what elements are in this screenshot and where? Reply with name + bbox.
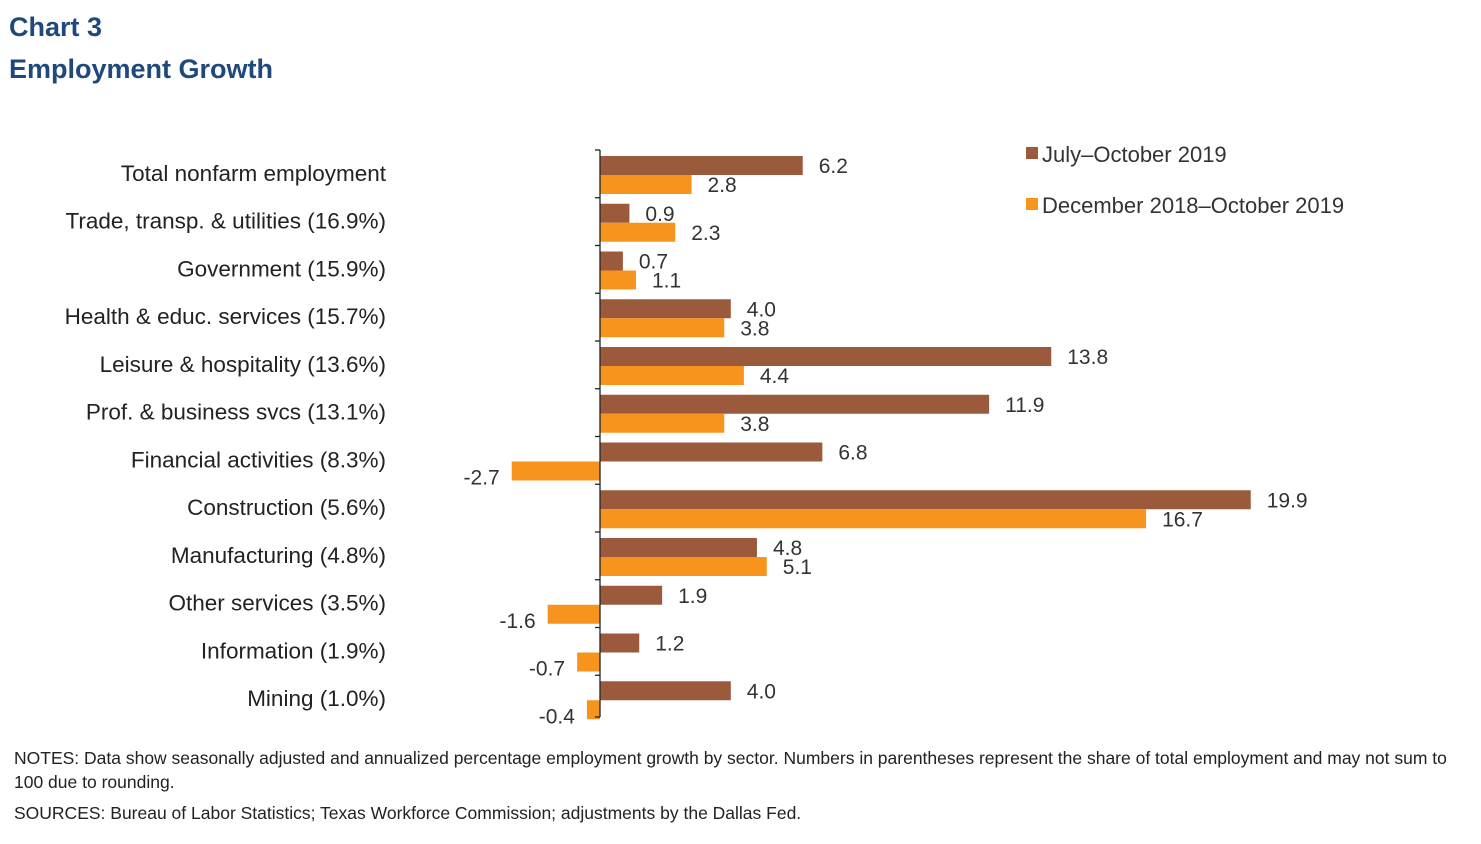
bar-series2-information-1-9 <box>577 652 600 672</box>
notes-text: NOTES: Data show seasonally adjusted and… <box>14 748 1447 792</box>
bar-series2-government-15-9 <box>600 270 636 290</box>
data-label-series2-leisure-hospitality-13-6: 4.4 <box>760 365 790 388</box>
category-label-mining-1-0: Mining (1.0%) <box>247 686 386 711</box>
bar-series1-leisure-hospitality-13-6 <box>600 347 1052 366</box>
data-label-series1-information-1-9: 1.2 <box>655 633 684 656</box>
data-label-series2-other-services-3-5: -1.6 <box>499 610 535 633</box>
chart-number: Chart 3 <box>9 12 103 42</box>
bar-series1-prof-business-svcs-13-1 <box>600 394 990 414</box>
category-label-construction-5-6: Construction (5.6%) <box>187 495 386 520</box>
bar-series1-total-nonfarm-employment <box>600 156 803 175</box>
data-label-series1-other-services-3-5: 1.9 <box>678 585 707 608</box>
bar-series1-financial-activities-8-3 <box>600 442 823 462</box>
bar-series1-information-1-9 <box>600 633 640 653</box>
bar-series2-other-services-3-5 <box>547 604 600 624</box>
data-label-series1-government-15-9: 0.7 <box>639 251 668 274</box>
legend-label-series1: July–October 2019 <box>1042 142 1227 167</box>
legend-label-series2: December 2018–October 2019 <box>1042 193 1344 218</box>
bar-series2-health-educ-services-15-7 <box>600 318 725 338</box>
bar-series1-manufacturing-4-8 <box>600 538 757 557</box>
bar-chart: Total nonfarm employment 6.2 2.8 Trade, tra… <box>65 142 1345 728</box>
data-label-series1-health-educ-services-15-7: 4.0 <box>747 298 776 321</box>
category-label-manufacturing-4-8: Manufacturing (4.8%) <box>171 543 386 568</box>
data-label-series1-financial-activities-8-3: 6.8 <box>838 442 867 465</box>
bar-series2-manufacturing-4-8 <box>600 557 767 576</box>
sources-text: SOURCES: Bureau of Labor Statistics; Tex… <box>14 803 802 823</box>
bar-series1-trade-transp-utilities-16-9 <box>600 203 630 223</box>
title-block: Chart 3 Employment Growth <box>9 6 273 90</box>
data-label-series1-prof-business-svcs-13-1: 11.9 <box>1005 394 1044 417</box>
data-label-series2-prof-business-svcs-13-1: 3.8 <box>740 413 769 436</box>
data-label-series1-mining-1-0: 4.0 <box>747 680 776 703</box>
bar-series2-leisure-hospitality-13-6 <box>600 366 744 385</box>
legend-swatch-series2 <box>1026 198 1038 210</box>
category-label-leisure-hospitality-13-6: Leisure & hospitality (13.6%) <box>100 352 386 377</box>
bar-series1-health-educ-services-15-7 <box>600 299 731 319</box>
category-label-information-1-9: Information (1.9%) <box>201 638 386 663</box>
bar-series1-mining-1-0 <box>600 681 731 701</box>
bar-series2-trade-transp-utilities-16-9 <box>600 222 676 242</box>
data-label-series1-trade-transp-utilities-16-9: 0.9 <box>645 203 674 226</box>
bar-series1-other-services-3-5 <box>600 585 663 605</box>
data-label-series1-manufacturing-4-8: 4.8 <box>773 537 802 560</box>
bar-series1-construction-5-6 <box>600 490 1251 510</box>
legend-swatch-series1 <box>1026 147 1038 159</box>
bar-series2-financial-activities-8-3 <box>511 461 600 481</box>
chart-title: Employment Growth <box>9 54 274 84</box>
bar-series2-construction-5-6 <box>600 509 1147 529</box>
category-label-other-services-3-5: Other services (3.5%) <box>168 591 386 616</box>
data-label-series2-trade-transp-utilities-16-9: 2.3 <box>691 222 720 245</box>
data-label-series2-information-1-9: -0.7 <box>529 658 565 681</box>
category-label-prof-business-svcs-13-1: Prof. & business svcs (13.1%) <box>86 400 386 425</box>
data-label-series1-total-nonfarm-employment: 6.2 <box>819 155 848 178</box>
bar-series2-prof-business-svcs-13-1 <box>600 413 725 433</box>
data-label-series2-construction-5-6: 16.7 <box>1162 508 1203 531</box>
data-label-series2-government-15-9: 1.1 <box>652 270 681 293</box>
category-label-financial-activities-8-3: Financial activities (8.3%) <box>131 447 386 472</box>
bar-series2-mining-1-0 <box>586 700 600 720</box>
data-label-series2-health-educ-services-15-7: 3.8 <box>740 317 769 340</box>
data-label-series2-manufacturing-4-8: 5.1 <box>783 556 812 579</box>
category-label-total-nonfarm-employment: Total nonfarm employment <box>121 161 387 186</box>
category-label-trade-transp-utilities-16-9: Trade, transp. & utilities (16.9%) <box>65 209 386 234</box>
data-label-series1-construction-5-6: 19.9 <box>1267 489 1308 512</box>
data-label-series2-total-nonfarm-employment: 2.8 <box>708 174 737 197</box>
bar-series1-government-15-9 <box>600 251 623 271</box>
category-label-government-15-9: Government (15.9%) <box>177 256 386 281</box>
bar-series2-total-nonfarm-employment <box>600 175 692 194</box>
category-label-health-educ-services-15-7: Health & educ. services (15.7%) <box>65 304 386 329</box>
data-label-series2-financial-activities-8-3: -2.7 <box>464 467 500 490</box>
data-label-series2-mining-1-0: -0.4 <box>539 705 576 728</box>
data-label-series1-leisure-hospitality-13-6: 13.8 <box>1067 346 1108 369</box>
